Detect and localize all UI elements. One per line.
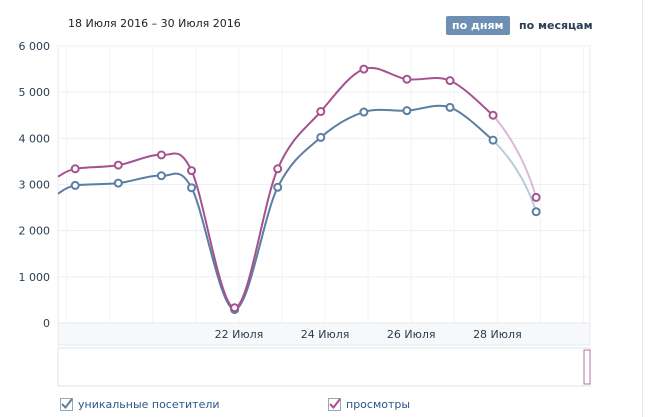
data-point-views: [230, 303, 240, 313]
data-point-views: [273, 164, 283, 174]
navigator-handle[interactable]: [583, 349, 591, 385]
panel-border: [642, 0, 643, 417]
data-point-views: [70, 164, 80, 174]
y-tick-label: 0: [43, 317, 50, 330]
data-point-unique: [402, 106, 412, 116]
data-point-unique: [445, 102, 455, 112]
x-tick-label: 26 Июля: [387, 328, 436, 341]
y-tick-label: 1 000: [19, 271, 51, 284]
data-point-unique: [187, 183, 197, 193]
data-point-views: [359, 64, 369, 74]
checkbox-unique[interactable]: [60, 398, 73, 411]
data-point-views: [187, 166, 197, 176]
y-tick-label: 6 000: [19, 40, 51, 53]
data-point-views: [113, 160, 123, 170]
data-point-views: [402, 74, 412, 84]
series-line-partial-unique: [492, 139, 538, 213]
data-point-unique: [156, 171, 166, 181]
x-tick-label: 22 Июля: [215, 328, 264, 341]
data-point-unique: [273, 182, 283, 192]
data-point-unique: [316, 132, 326, 142]
legend-unique-label: уникальные посетители: [78, 398, 220, 411]
legend-unique[interactable]: уникальные посетители: [60, 398, 220, 411]
navigator-panel[interactable]: [57, 347, 591, 387]
legend-views[interactable]: просмотры: [328, 398, 410, 411]
data-point-views: [156, 150, 166, 160]
y-tick-label: 3 000: [19, 179, 51, 192]
data-point-views: [531, 192, 541, 202]
x-tick-label: 28 Июля: [473, 328, 522, 341]
by-days-button[interactable]: по дням: [446, 16, 510, 35]
data-point-unique: [113, 178, 123, 188]
y-tick-label: 5 000: [19, 86, 51, 99]
data-point-views: [316, 107, 326, 117]
date-range: 18 Июля 2016 – 30 Июля 2016: [68, 17, 241, 30]
x-axis-band: [57, 322, 591, 346]
y-tick-label: 4 000: [19, 132, 51, 145]
legend-views-label: просмотры: [346, 398, 411, 411]
data-point-unique: [531, 207, 541, 217]
series-line-partial-views: [492, 114, 538, 198]
data-point-unique: [70, 180, 80, 190]
by-months-button[interactable]: по месяцам: [519, 19, 593, 32]
y-tick-label: 2 000: [19, 225, 51, 238]
data-point-views: [445, 76, 455, 86]
data-point-views: [488, 110, 498, 120]
data-point-unique: [359, 107, 369, 117]
data-point-unique: [488, 135, 498, 145]
x-tick-label: 24 Июля: [301, 328, 350, 341]
checkbox-views[interactable]: [328, 398, 341, 411]
